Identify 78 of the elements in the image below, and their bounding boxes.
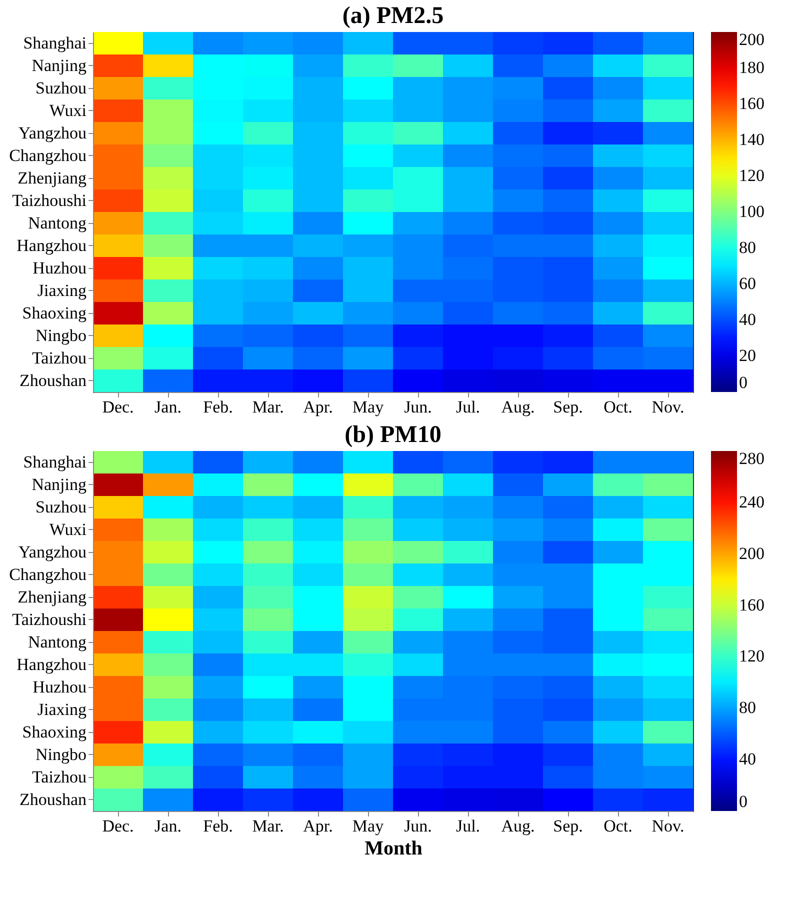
x-tick-label: Mar. bbox=[252, 816, 284, 836]
x-tick-label: Mar. bbox=[252, 398, 284, 416]
x-tick-label: Dec. bbox=[102, 398, 134, 416]
x-tick-label: Aug. bbox=[501, 398, 535, 416]
x-tick-label: Apr. bbox=[303, 398, 333, 416]
x-tick-label: Oct. bbox=[604, 398, 632, 416]
color-bar-label: 120 bbox=[739, 166, 764, 185]
y-tick-label: Shanghai bbox=[23, 33, 87, 52]
x-tick-label: Oct. bbox=[604, 816, 632, 836]
y-tick-label: Hangzhou bbox=[16, 236, 87, 255]
x-tick-label: Nov. bbox=[652, 816, 684, 836]
y-tick-label: Zhoushan bbox=[19, 370, 87, 390]
color-bar-label: 160 bbox=[739, 94, 764, 113]
x-axis-title: Month bbox=[364, 838, 422, 860]
x-tick-label: Feb. bbox=[203, 398, 233, 416]
x-tick-label: Nov. bbox=[652, 398, 684, 416]
color-bar-label: 140 bbox=[739, 130, 764, 149]
y-tick-label: Huzhou bbox=[32, 677, 87, 696]
y-tick-label: Hangzhou bbox=[16, 654, 87, 674]
color-bar-label: 200 bbox=[739, 30, 764, 49]
color-bar-label: 80 bbox=[739, 238, 756, 257]
color-bar-label: 180 bbox=[739, 58, 764, 77]
y-tick-label: Nanjing bbox=[32, 474, 87, 494]
x-tick-label: Jul. bbox=[456, 398, 480, 416]
y-tick-label: Yangzhou bbox=[18, 542, 87, 562]
y-tick-label: Taizhou bbox=[32, 767, 87, 786]
y-tick-label: Zhenjiang bbox=[18, 587, 87, 606]
y-tick-label: Changzhou bbox=[9, 564, 87, 584]
chart-title: (a) PM2.5 bbox=[342, 3, 444, 29]
y-tick-label: Changzhou bbox=[9, 146, 87, 165]
y-tick-label: Shanghai bbox=[23, 452, 87, 472]
y-tick-label: Zhenjiang bbox=[18, 168, 87, 188]
x-tick-label: Feb. bbox=[203, 816, 233, 836]
x-tick-label: Jan. bbox=[154, 816, 182, 836]
x-tick-label: Sep. bbox=[553, 398, 583, 416]
y-tick-label: Ningbo bbox=[36, 744, 86, 764]
y-tick-label: Wuxi bbox=[49, 520, 87, 539]
color-bar-label: 280 bbox=[739, 449, 764, 468]
color-bar-label: 60 bbox=[739, 274, 756, 293]
y-tick-label: Suzhou bbox=[36, 497, 87, 516]
y-tick-label: Jiaxing bbox=[37, 280, 87, 300]
x-tick-label: Jan. bbox=[154, 398, 182, 416]
y-tick-label: Huzhou bbox=[32, 258, 87, 278]
color-bar-label: 160 bbox=[739, 595, 764, 614]
y-tick-label: Taizhoushi bbox=[12, 610, 87, 629]
x-tick-label: Jul. bbox=[456, 816, 480, 836]
color-bar-label: 40 bbox=[739, 750, 756, 769]
color-bar-label: 20 bbox=[739, 346, 756, 365]
x-tick-label: Apr. bbox=[303, 816, 333, 836]
color-bar-label: 120 bbox=[739, 646, 764, 666]
y-tick-label: Zhoushan bbox=[19, 790, 87, 809]
color-bar-label: 240 bbox=[739, 492, 764, 512]
color-bar-label: 0 bbox=[739, 373, 748, 392]
y-tick-label: Jiaxing bbox=[37, 700, 87, 719]
color-bar-label: 0 bbox=[739, 792, 748, 811]
x-tick-label: Sep. bbox=[553, 816, 583, 836]
y-tick-label: Taizhoushi bbox=[12, 190, 87, 210]
x-tick-label: Dec. bbox=[102, 816, 134, 836]
y-tick-label: Suzhou bbox=[36, 78, 87, 98]
y-tick-label: Nantong bbox=[28, 213, 87, 232]
y-tick-label: Shaoxing bbox=[22, 303, 87, 322]
color-bar-label: 40 bbox=[739, 310, 756, 329]
color-bar-label: 200 bbox=[739, 544, 764, 563]
y-tick-label: Wuxi bbox=[49, 100, 87, 120]
y-tick-label: Nantong bbox=[28, 632, 87, 652]
x-tick-label: May bbox=[352, 398, 384, 416]
x-tick-label: Jun. bbox=[404, 816, 432, 836]
y-tick-label: Ningbo bbox=[36, 326, 86, 345]
color-bar-label: 80 bbox=[739, 698, 756, 718]
y-tick-label: Yangzhou bbox=[18, 123, 87, 142]
chart-title: (b) PM10 bbox=[344, 422, 442, 448]
y-tick-label: Taizhou bbox=[32, 348, 87, 368]
color-bar-label: 100 bbox=[739, 202, 764, 221]
x-tick-label: Jun. bbox=[404, 398, 432, 416]
y-tick-label: Shaoxing bbox=[22, 722, 87, 742]
x-tick-label: May bbox=[352, 816, 384, 836]
x-tick-label: Aug. bbox=[501, 816, 535, 836]
y-tick-label: Nanjing bbox=[32, 56, 87, 75]
